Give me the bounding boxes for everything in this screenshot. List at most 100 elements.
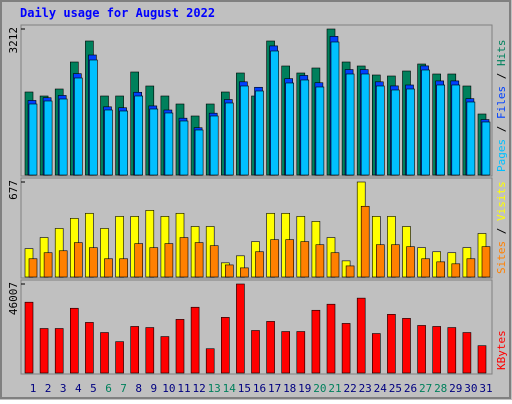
bar <box>341 323 351 374</box>
bar <box>311 309 321 374</box>
bar <box>406 246 415 278</box>
bar <box>285 239 295 278</box>
bar <box>134 95 143 176</box>
bar <box>28 103 38 176</box>
x-tick-label: 19 <box>298 382 311 395</box>
bar <box>28 258 38 278</box>
bar <box>145 327 155 374</box>
legend-separator: / <box>495 119 508 139</box>
bar <box>375 244 385 278</box>
x-tick-label: 18 <box>283 382 296 395</box>
bar <box>281 331 291 374</box>
legend-entry: Files <box>495 86 508 119</box>
x-tick-label: 5 <box>90 382 97 395</box>
x-tick-label: 23 <box>359 382 372 395</box>
legend: Sites / Visits <box>495 181 508 274</box>
bar <box>149 108 159 176</box>
bar <box>432 326 442 374</box>
bar <box>58 98 68 176</box>
bar <box>24 301 34 374</box>
bar <box>160 336 170 374</box>
bar <box>119 258 128 278</box>
bar <box>39 328 49 374</box>
bar <box>315 86 325 176</box>
bar <box>270 50 279 176</box>
bar <box>270 239 279 278</box>
bar <box>240 85 249 176</box>
bar <box>255 90 264 176</box>
bar <box>477 345 487 374</box>
x-tick-label: 15 <box>238 382 251 395</box>
bar <box>89 247 98 278</box>
x-tick-label: 9 <box>150 382 157 395</box>
bar <box>296 331 306 374</box>
bar <box>391 89 400 176</box>
bar <box>119 110 128 176</box>
x-tick-label: 4 <box>75 382 82 395</box>
bar <box>194 242 204 278</box>
bar <box>330 252 340 278</box>
bar <box>300 79 310 176</box>
bar <box>104 258 113 278</box>
x-tick-label: 24 <box>374 382 388 395</box>
chart-title: Daily usage for August 2022 <box>20 6 215 20</box>
x-tick-label: 27 <box>419 382 432 395</box>
bar <box>356 297 366 374</box>
bar <box>179 237 189 278</box>
legend-entry: KBytes <box>495 330 508 370</box>
x-tick-label: 13 <box>208 382 221 395</box>
bar <box>421 69 430 176</box>
x-tick-label: 30 <box>464 382 477 395</box>
bar <box>209 115 219 176</box>
bar <box>225 102 234 176</box>
bar <box>436 261 446 278</box>
bar <box>251 330 260 374</box>
bar <box>134 243 143 278</box>
legend-entry: Pages <box>495 139 508 172</box>
bar <box>447 327 457 374</box>
bar <box>43 100 53 176</box>
x-tick-label: 21 <box>328 382 341 395</box>
x-tick-label: 10 <box>162 382 175 395</box>
x-tick-label: 12 <box>192 382 205 395</box>
x-tick-label: 6 <box>105 382 112 395</box>
bar <box>417 325 426 374</box>
x-tick-label: 26 <box>404 382 417 395</box>
bar <box>421 258 430 278</box>
bar <box>164 243 174 278</box>
x-tick-label: 11 <box>177 382 190 395</box>
y-tick-label: 3212 <box>7 27 20 54</box>
bar <box>54 328 64 374</box>
bar <box>149 247 159 278</box>
bar <box>100 332 109 374</box>
bar <box>221 317 230 374</box>
bar <box>285 82 295 176</box>
bar <box>240 267 249 278</box>
bar <box>330 41 340 176</box>
legend: KBytes <box>495 330 508 370</box>
bar <box>466 258 476 278</box>
bar <box>89 59 98 176</box>
bar <box>85 322 94 374</box>
bar <box>194 129 204 176</box>
y-tick-label: 46007 <box>7 282 20 315</box>
bar <box>266 321 275 374</box>
legend-entry: Hits <box>495 40 508 67</box>
legend-separator: / <box>495 221 508 241</box>
x-tick-label: 2 <box>45 382 52 395</box>
bar <box>130 326 139 374</box>
bar <box>387 314 396 374</box>
bar <box>190 306 200 374</box>
x-tick-label: 14 <box>223 382 237 395</box>
bar <box>74 242 83 278</box>
bar <box>175 319 185 374</box>
x-tick-label: 28 <box>434 382 447 395</box>
bar <box>360 73 370 176</box>
bar <box>406 88 415 176</box>
bar <box>209 245 219 278</box>
bar <box>345 265 355 278</box>
bar <box>115 341 124 374</box>
bar <box>360 205 370 278</box>
